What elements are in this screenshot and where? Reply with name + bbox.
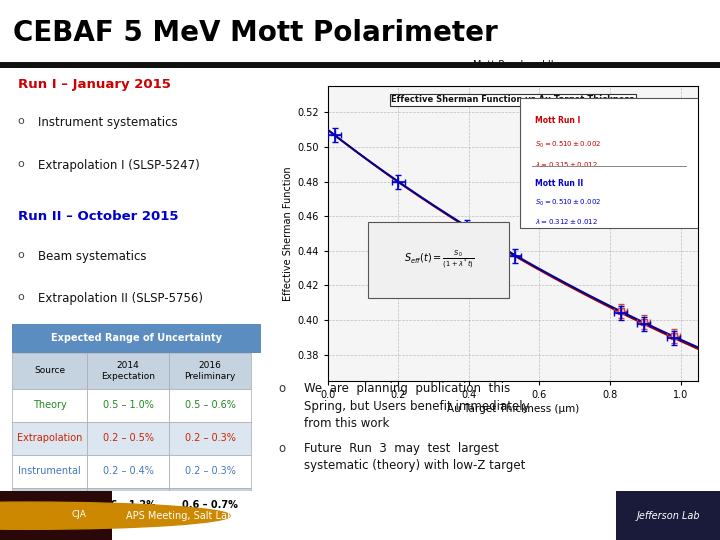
Text: Beam systematics: Beam systematics <box>38 250 147 263</box>
Bar <box>87 455 169 488</box>
Bar <box>169 389 251 422</box>
Text: Mott Run I and II: Mott Run I and II <box>473 60 553 70</box>
Text: Mott Run I: Mott Run I <box>535 116 580 125</box>
Text: BUDGET: BUDGET <box>27 500 72 510</box>
Text: Source: Source <box>34 366 66 375</box>
Bar <box>169 353 251 389</box>
Text: Expected Range of Uncertainty: Expected Range of Uncertainty <box>51 333 222 343</box>
Bar <box>12 488 87 521</box>
Text: Extrapolation I (SLSP-5247): Extrapolation I (SLSP-5247) <box>38 159 200 172</box>
Text: Extrapolation II (SLSP-5756): Extrapolation II (SLSP-5756) <box>38 292 203 305</box>
Text: o: o <box>17 159 24 168</box>
Bar <box>616 491 720 540</box>
Text: 2014
Expectation: 2014 Expectation <box>101 361 155 381</box>
Text: 0.2 – 0.4%: 0.2 – 0.4% <box>103 467 153 476</box>
Bar <box>87 353 169 389</box>
Bar <box>12 422 87 455</box>
Text: o: o <box>278 382 285 395</box>
Text: 0.2 – 0.5%: 0.2 – 0.5% <box>102 434 153 443</box>
Y-axis label: Effective Sherman Function: Effective Sherman Function <box>283 166 293 301</box>
Text: Future  Run  3  may  test  largest
systematic (theory) with low-Z target: Future Run 3 may test largest systematic… <box>304 442 525 472</box>
Bar <box>12 324 261 353</box>
Text: $\lambda = 0.315 \pm 0.012$: $\lambda = 0.315 \pm 0.012$ <box>535 160 598 169</box>
Text: APS Meeting, Salt Lake City, Utah  April 16 – 19, 2016: APS Meeting, Salt Lake City, Utah April … <box>126 511 388 521</box>
Text: o: o <box>17 292 24 302</box>
Text: ●: ● <box>20 506 37 525</box>
Text: 0.2 – 0.3%: 0.2 – 0.3% <box>185 467 235 476</box>
Bar <box>169 488 251 521</box>
Bar <box>12 353 87 389</box>
FancyBboxPatch shape <box>521 98 698 228</box>
Bar <box>87 488 169 521</box>
Text: Mott Run II: Mott Run II <box>535 179 583 188</box>
Text: Theory: Theory <box>33 400 66 410</box>
Text: $\lambda = 0.312 \pm 0.012$: $\lambda = 0.312 \pm 0.012$ <box>535 218 598 226</box>
Bar <box>87 422 169 455</box>
Bar <box>12 455 87 488</box>
Text: 0.6 – 0.7%: 0.6 – 0.7% <box>182 500 238 510</box>
Text: 0.5 – 0.6%: 0.5 – 0.6% <box>185 400 235 410</box>
Bar <box>169 455 251 488</box>
Text: Instrument systematics: Instrument systematics <box>38 116 178 129</box>
Text: CEBAF 5 MeV Mott Polarimeter: CEBAF 5 MeV Mott Polarimeter <box>13 19 498 47</box>
Text: Run I – January 2015: Run I – January 2015 <box>17 78 171 91</box>
Text: Effective Sherman Function vs Au Target Thickness: Effective Sherman Function vs Au Target … <box>392 95 634 104</box>
Text: 0.5 – 1.0%: 0.5 – 1.0% <box>103 400 153 410</box>
Text: CJA: CJA <box>72 510 87 519</box>
Text: $S_0 = 0.510 \pm 0.002$: $S_0 = 0.510 \pm 0.002$ <box>535 198 601 208</box>
Text: o: o <box>17 250 24 260</box>
Text: Instrumental: Instrumental <box>18 467 81 476</box>
Text: o: o <box>278 442 285 455</box>
Text: We  are  planning  publication  this
Spring, but Users benefit immediately
from : We are planning publication this Spring,… <box>304 382 529 430</box>
Text: Extrapolation: Extrapolation <box>17 434 82 443</box>
Text: 0.2 – 0.3%: 0.2 – 0.3% <box>185 434 235 443</box>
Text: 2016
Preliminary: 2016 Preliminary <box>184 361 236 381</box>
Text: $S_{eff}(t) = \frac{S_0}{(1 + \lambda^* t)}$: $S_{eff}(t) = \frac{S_0}{(1 + \lambda^* … <box>403 249 474 271</box>
Bar <box>169 422 251 455</box>
Bar <box>531 166 688 167</box>
X-axis label: Au Target Thickness (μm): Au Target Thickness (μm) <box>447 404 579 414</box>
Text: o: o <box>17 116 24 126</box>
Text: 22: 22 <box>583 511 598 521</box>
Text: 0.6 – 1.2%: 0.6 – 1.2% <box>100 500 156 510</box>
Bar <box>87 389 169 422</box>
Text: $S_0 = 0.510 \pm 0.002$: $S_0 = 0.510 \pm 0.002$ <box>535 139 601 150</box>
Text: Run II – October 2015: Run II – October 2015 <box>17 210 178 222</box>
Text: Jefferson Lab: Jefferson Lab <box>636 511 700 521</box>
Circle shape <box>0 502 230 529</box>
FancyBboxPatch shape <box>369 222 509 298</box>
Bar <box>0 491 112 540</box>
Bar <box>12 389 87 422</box>
